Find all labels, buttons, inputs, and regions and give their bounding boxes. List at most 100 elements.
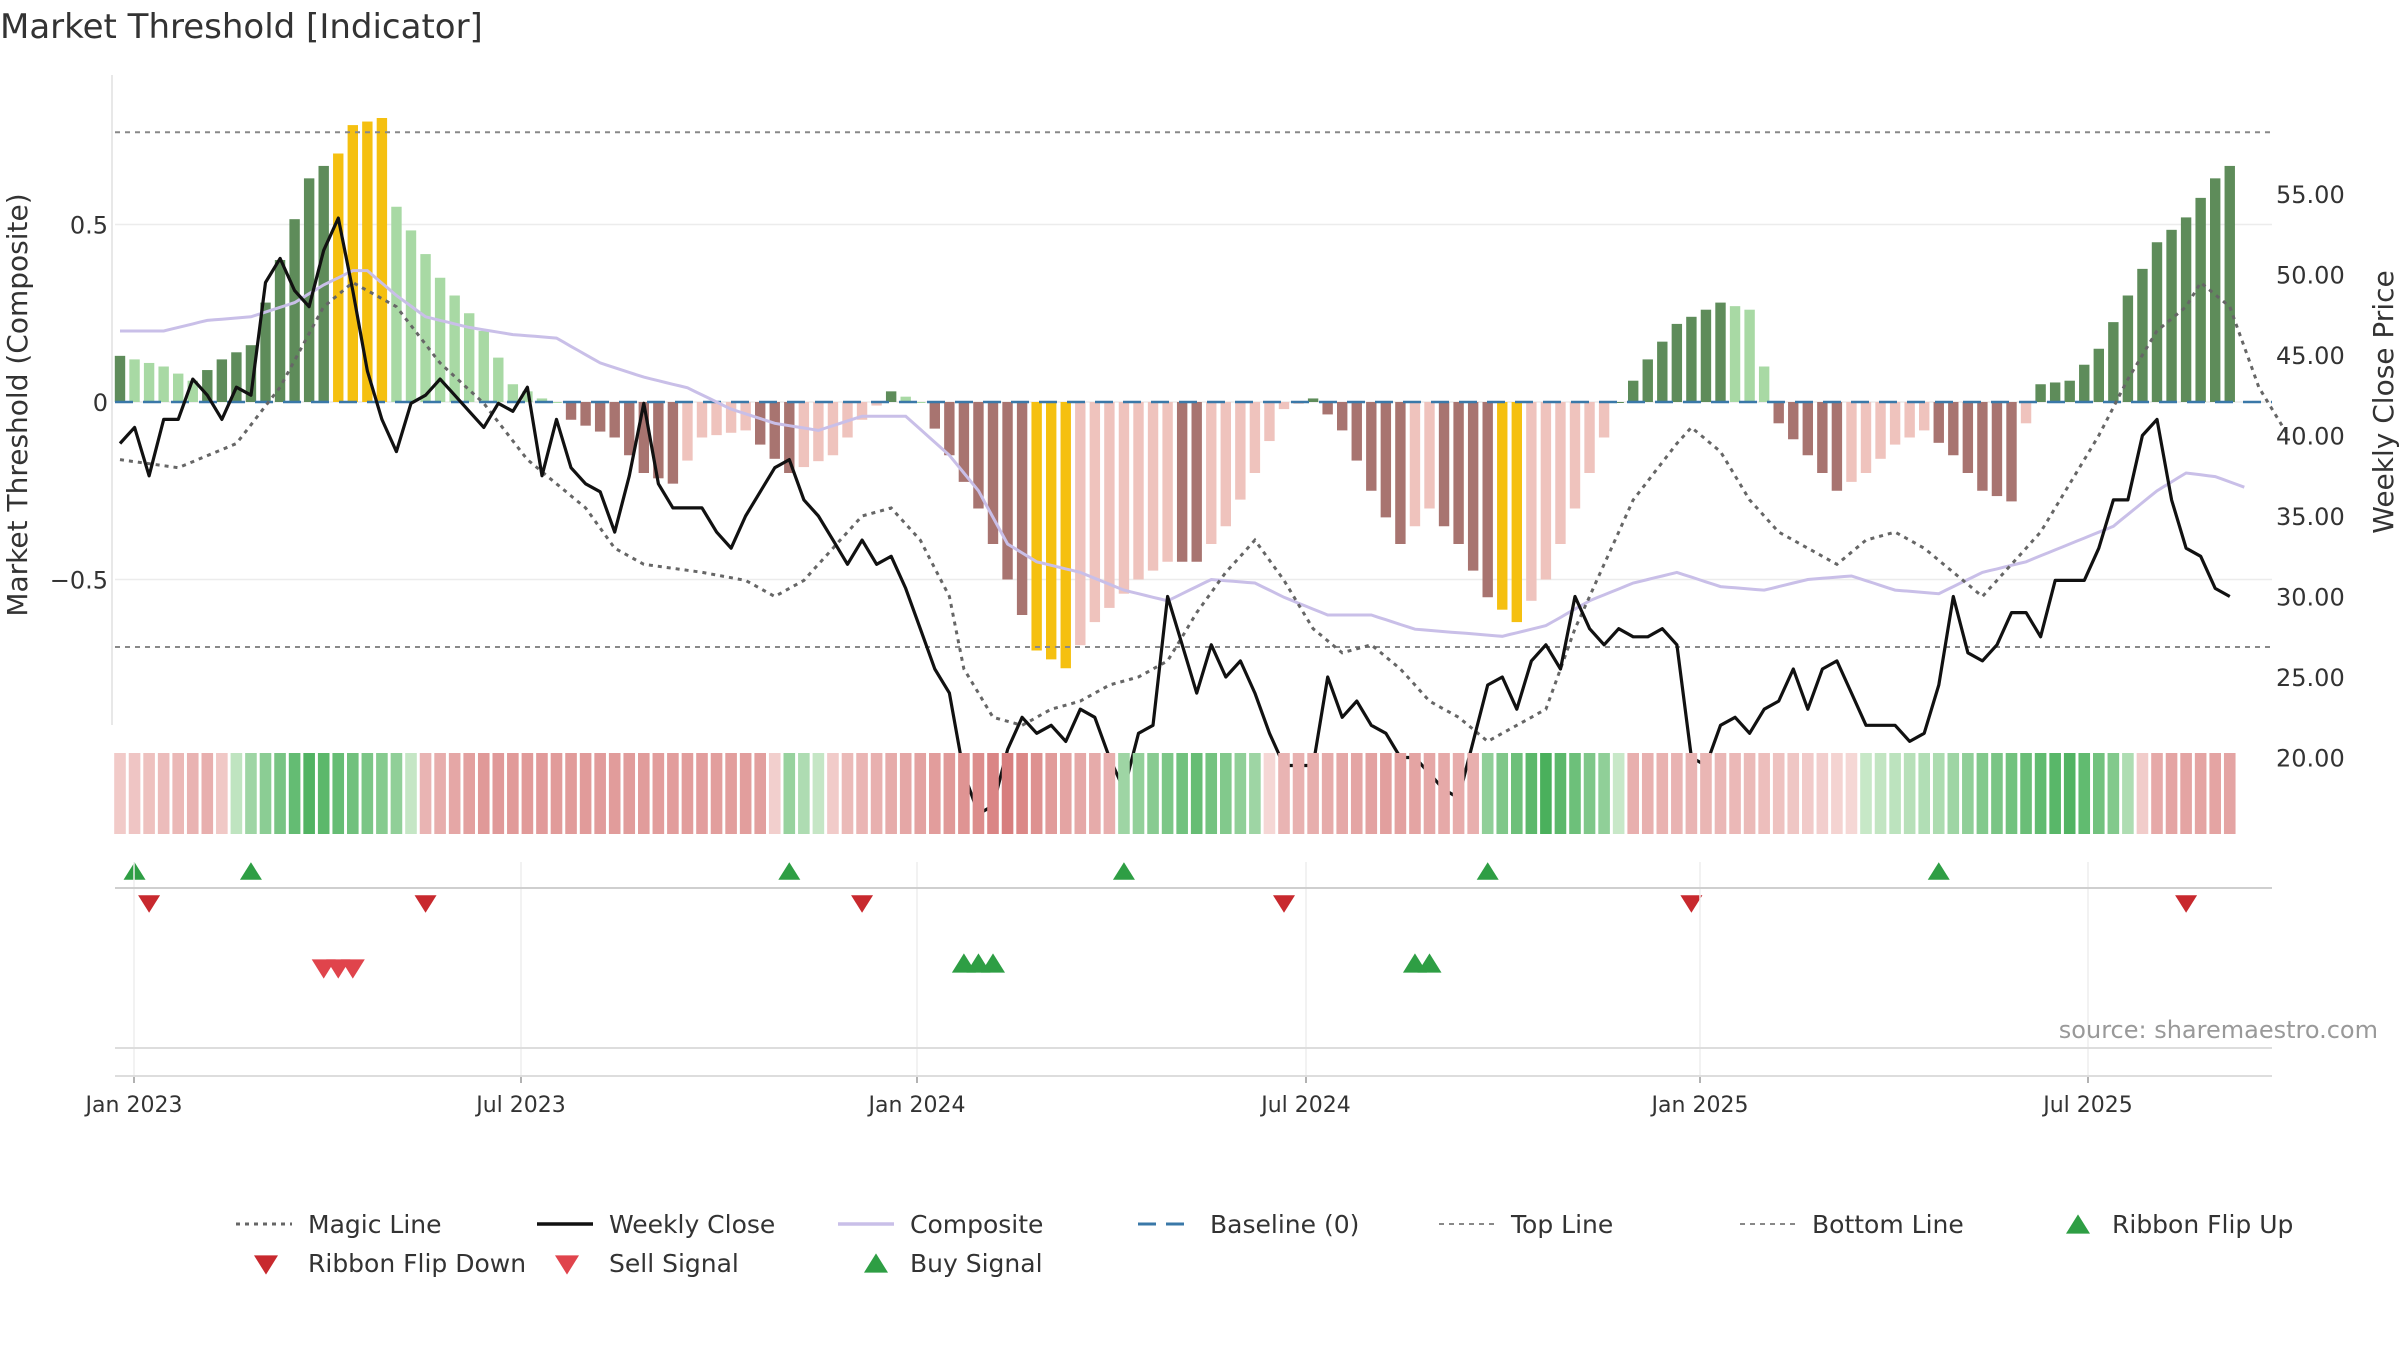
legend-item: Bottom Line	[1740, 1210, 1964, 1239]
histogram-bar	[1235, 402, 1246, 500]
ribbon-cell	[1205, 753, 1218, 834]
histogram-bar	[2122, 295, 2134, 402]
ribbon-cell	[1438, 753, 1450, 834]
right-tick-label: 25.00	[2276, 664, 2345, 692]
histogram-bar	[1729, 306, 1741, 402]
histogram-bar	[711, 402, 722, 436]
histogram-bar	[1278, 402, 1290, 410]
histogram-bar	[755, 402, 766, 445]
histogram-bar	[405, 230, 417, 402]
ribbon-cell	[1467, 753, 1479, 834]
ribbon-cell	[1380, 753, 1392, 834]
ribbon-cell	[1278, 753, 1290, 834]
histogram-bar	[1147, 402, 1159, 571]
x-axis: Jan 2023 Jul 2023 Jan 2024 Jul 2024 Jan 2025…	[84, 862, 2272, 1118]
ribbon-cell	[448, 753, 461, 834]
ribbon-flip-down-marker	[414, 895, 437, 913]
ribbon-cell	[1001, 753, 1014, 834]
histogram-bar	[944, 402, 955, 456]
ribbon-cell	[1845, 753, 1858, 834]
legend-item: Weekly Close	[537, 1210, 775, 1239]
ribbon-cell	[594, 753, 606, 834]
histogram-bar	[682, 402, 693, 461]
histogram-bar	[1715, 302, 1726, 402]
histogram-bar	[187, 380, 198, 402]
ribbon-cell	[1569, 753, 1581, 834]
ribbon-cell	[1874, 753, 1887, 834]
ribbon-cell	[1860, 753, 1872, 834]
histogram-bar	[871, 402, 882, 406]
histogram-bar	[1526, 402, 1537, 601]
ribbon-cell	[1685, 753, 1698, 834]
legend-label: Baseline (0)	[1210, 1210, 1359, 1239]
histogram-bar	[303, 178, 315, 402]
histogram-bar	[915, 402, 926, 403]
right-tick-label: 30.00	[2276, 584, 2345, 612]
ribbon-cell	[1103, 753, 1116, 834]
histogram-bar	[2064, 380, 2075, 402]
histogram-bar	[653, 402, 664, 479]
x-tick-label: Jan 2024	[867, 1093, 966, 1118]
histogram-bar	[1788, 402, 1799, 440]
ribbon-cell	[1743, 753, 1756, 834]
ribbon-strip	[114, 753, 2236, 834]
right-tick-label: 45.00	[2276, 342, 2345, 370]
histogram-bar	[1919, 402, 1930, 431]
left-tick-label: 0	[93, 389, 108, 417]
signal-markers	[311, 953, 1442, 979]
ribbon-cell	[1176, 753, 1188, 834]
histogram-bar	[1642, 359, 1653, 402]
magic-line	[119, 280, 2290, 744]
ribbon-cell	[1161, 753, 1174, 834]
right-tick-label: 20.00	[2276, 745, 2345, 773]
histogram-bar	[1540, 402, 1552, 580]
right-tick-label: 50.00	[2276, 262, 2345, 290]
left-tick-label: 0.5	[70, 212, 108, 240]
ribbon-cell	[1816, 753, 1829, 834]
ribbon-cell	[1423, 753, 1436, 834]
ribbon-cell	[1263, 753, 1276, 834]
ribbon-cell	[274, 753, 286, 834]
histogram-bar	[1817, 402, 1828, 473]
histogram-bar	[216, 359, 228, 402]
histogram-bar	[1322, 402, 1333, 415]
ribbon-cell	[1729, 753, 1741, 834]
ribbon-cell	[1511, 753, 1523, 834]
ribbon-cell	[754, 753, 766, 834]
histogram-bar	[1991, 402, 2003, 497]
histogram-bar	[1191, 402, 1202, 562]
legend-label: Bottom Line	[1812, 1210, 1964, 1239]
ribbon-cell	[638, 753, 650, 834]
ribbon-cell	[696, 753, 708, 834]
ribbon-cell	[768, 753, 781, 834]
histogram-bar	[1555, 402, 1566, 544]
ribbon-cell	[2005, 753, 2018, 834]
histogram-bar	[1598, 402, 1610, 438]
histogram-bar	[1206, 402, 1217, 544]
ribbon-cell	[1772, 753, 1785, 834]
histogram-bar	[638, 402, 649, 473]
histogram-bar	[551, 402, 562, 403]
ribbon-cell	[376, 753, 388, 834]
histogram-bar	[1060, 402, 1071, 669]
histogram-bar	[1249, 402, 1261, 473]
ribbon-cell	[710, 753, 723, 834]
ribbon-cell	[2020, 753, 2032, 834]
legend-item: Buy Signal	[864, 1249, 1043, 1278]
ribbon-cell	[856, 753, 868, 834]
histogram-bar	[1657, 341, 1668, 402]
histogram-bar	[1511, 402, 1522, 623]
ribbon-cell	[1831, 753, 1843, 834]
ribbon-flip-up-marker	[1927, 862, 1950, 880]
ribbon-cell	[1991, 753, 2003, 834]
ribbon-cell	[157, 753, 170, 834]
ribbon-cell	[899, 753, 912, 834]
ribbon-cell	[1903, 753, 1916, 834]
histogram-bar	[856, 402, 868, 420]
histogram-bar	[1904, 402, 1915, 438]
histogram-bar	[1453, 402, 1464, 544]
ribbon-cell	[972, 753, 985, 834]
ribbon-cell	[1641, 753, 1654, 834]
histogram-bar	[2195, 197, 2206, 402]
histogram-bar	[1948, 402, 1959, 456]
